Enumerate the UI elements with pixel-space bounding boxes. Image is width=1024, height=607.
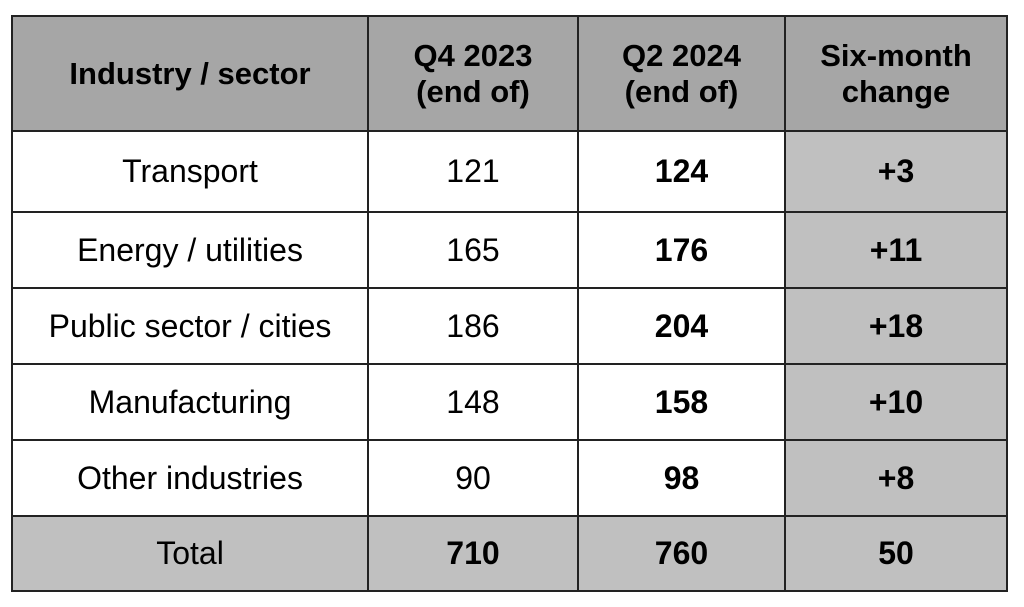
header-q4-2023-line2: (end of) <box>416 73 530 109</box>
sector-cell: Other industries <box>11 439 369 517</box>
q4-2023-cell: 165 <box>367 211 579 289</box>
table-row: Manufacturing 148 158 +10 <box>11 363 1008 441</box>
q2-2024-cell: 204 <box>577 287 786 365</box>
q4-2023-cell: 148 <box>367 363 579 441</box>
header-q2-2024: Q2 2024 (end of) <box>577 15 786 132</box>
total-q4-2023-cell: 710 <box>367 515 579 592</box>
table-row: Other industries 90 98 +8 <box>11 439 1008 517</box>
change-cell: +3 <box>784 130 1008 213</box>
q2-2024-cell: 158 <box>577 363 786 441</box>
table-row: Transport 121 124 +3 <box>11 130 1008 213</box>
header-change: Six-month change <box>784 15 1008 132</box>
q4-2023-cell: 121 <box>367 130 579 213</box>
total-row: Total 710 760 50 <box>11 515 1008 592</box>
header-sector: Industry / sector <box>11 15 369 132</box>
table-container: Industry / sector Q4 2023 (end of) Q2 20… <box>11 15 1008 592</box>
header-change-line2: change <box>841 73 951 109</box>
change-cell: +10 <box>784 363 1008 441</box>
table-row: Energy / utilities 165 176 +11 <box>11 211 1008 289</box>
header-sector-label: Industry / sector <box>69 55 311 91</box>
total-change-cell: 50 <box>784 515 1008 592</box>
sector-cell: Manufacturing <box>11 363 369 441</box>
sector-cell: Public sector / cities <box>11 287 369 365</box>
header-q4-2023-line1: Q4 2023 <box>413 37 533 73</box>
q2-2024-cell: 176 <box>577 211 786 289</box>
header-change-line1: Six-month <box>820 37 972 73</box>
change-cell: +11 <box>784 211 1008 289</box>
q4-2023-cell: 186 <box>367 287 579 365</box>
total-label-cell: Total <box>11 515 369 592</box>
q4-2023-cell: 90 <box>367 439 579 517</box>
sector-table: Industry / sector Q4 2023 (end of) Q2 20… <box>11 15 1008 592</box>
header-q4-2023: Q4 2023 (end of) <box>367 15 579 132</box>
table-row: Public sector / cities 186 204 +18 <box>11 287 1008 365</box>
header-q2-2024-line1: Q2 2024 <box>622 37 741 73</box>
total-q2-2024-cell: 760 <box>577 515 786 592</box>
q2-2024-cell: 124 <box>577 130 786 213</box>
change-cell: +18 <box>784 287 1008 365</box>
sector-cell: Transport <box>11 130 369 213</box>
sector-cell: Energy / utilities <box>11 211 369 289</box>
header-row: Industry / sector Q4 2023 (end of) Q2 20… <box>11 15 1008 132</box>
change-cell: +8 <box>784 439 1008 517</box>
q2-2024-cell: 98 <box>577 439 786 517</box>
header-q2-2024-line2: (end of) <box>624 73 739 109</box>
